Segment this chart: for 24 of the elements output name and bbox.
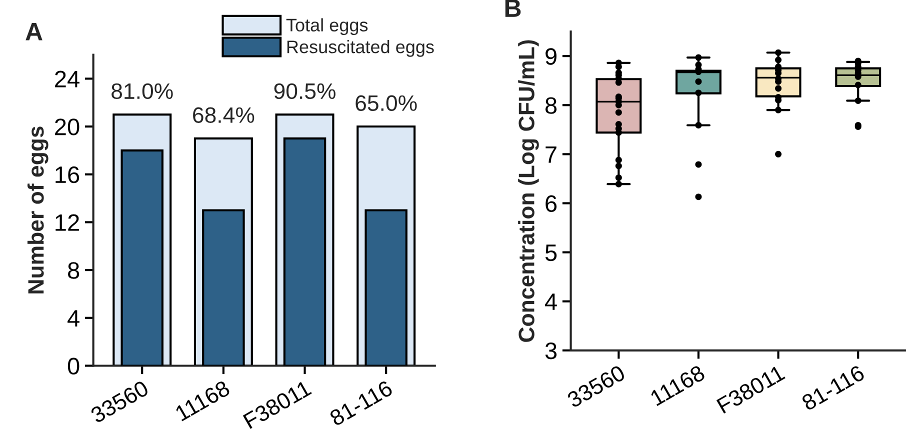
annotation: 65.0% [356,95,417,112]
y-tick-label: 8 [68,262,80,279]
y-tick-label: 20 [55,118,80,136]
y-axis-title: Number of eggs [27,126,48,294]
y-tick-label: 5 [545,244,557,262]
y-axis-title: Concentration (Log CFU/mL) [518,40,539,342]
legend-label: Resuscitated eggs [287,40,434,57]
y-tick-label: 16 [56,166,80,184]
chart-title: B [505,0,521,17]
y-tick-label: 3 [545,342,557,360]
chart-title: A [26,23,42,40]
y-tick-label: 9 [546,48,556,65]
y-tick-label: 7 [546,146,556,163]
y-tick-label: 12 [56,214,79,231]
y-tick-label: 8 [545,97,557,114]
y-tick-label: 4 [68,310,80,326]
annotation: 81.0% [112,83,173,100]
legend-label: Total eggs [286,18,368,36]
y-tick-label: 0 [68,358,80,375]
annotation: 90.5% [274,83,336,100]
y-tick-label: 24 [55,70,80,88]
y-tick-label: 4 [545,294,557,310]
annotation: 68.4% [193,107,254,123]
y-tick-label: 6 [546,195,557,212]
